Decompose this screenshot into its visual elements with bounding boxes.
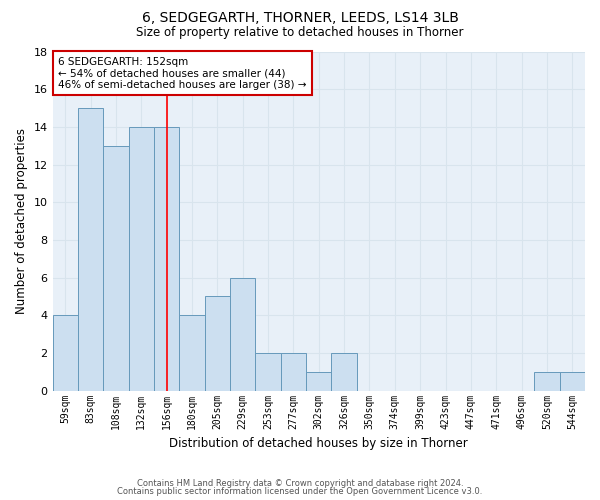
Y-axis label: Number of detached properties: Number of detached properties bbox=[15, 128, 28, 314]
Bar bbox=[179, 316, 205, 390]
Text: 6, SEDGEGARTH, THORNER, LEEDS, LS14 3LB: 6, SEDGEGARTH, THORNER, LEEDS, LS14 3LB bbox=[142, 12, 458, 26]
Bar bbox=[256, 353, 281, 391]
Bar bbox=[331, 353, 357, 391]
Text: Contains HM Land Registry data © Crown copyright and database right 2024.: Contains HM Land Registry data © Crown c… bbox=[137, 478, 463, 488]
Text: Size of property relative to detached houses in Thorner: Size of property relative to detached ho… bbox=[136, 26, 464, 39]
Bar bbox=[560, 372, 585, 390]
Bar bbox=[306, 372, 331, 390]
Bar bbox=[205, 296, 230, 390]
Bar bbox=[103, 146, 128, 390]
Bar bbox=[230, 278, 256, 390]
X-axis label: Distribution of detached houses by size in Thorner: Distribution of detached houses by size … bbox=[169, 437, 468, 450]
Bar bbox=[281, 353, 306, 391]
Text: Contains public sector information licensed under the Open Government Licence v3: Contains public sector information licen… bbox=[118, 487, 482, 496]
Bar bbox=[128, 127, 154, 390]
Bar bbox=[53, 316, 78, 390]
Text: 6 SEDGEGARTH: 152sqm
← 54% of detached houses are smaller (44)
46% of semi-detac: 6 SEDGEGARTH: 152sqm ← 54% of detached h… bbox=[58, 56, 307, 90]
Bar bbox=[534, 372, 560, 390]
Bar bbox=[78, 108, 103, 391]
Bar bbox=[154, 127, 179, 390]
